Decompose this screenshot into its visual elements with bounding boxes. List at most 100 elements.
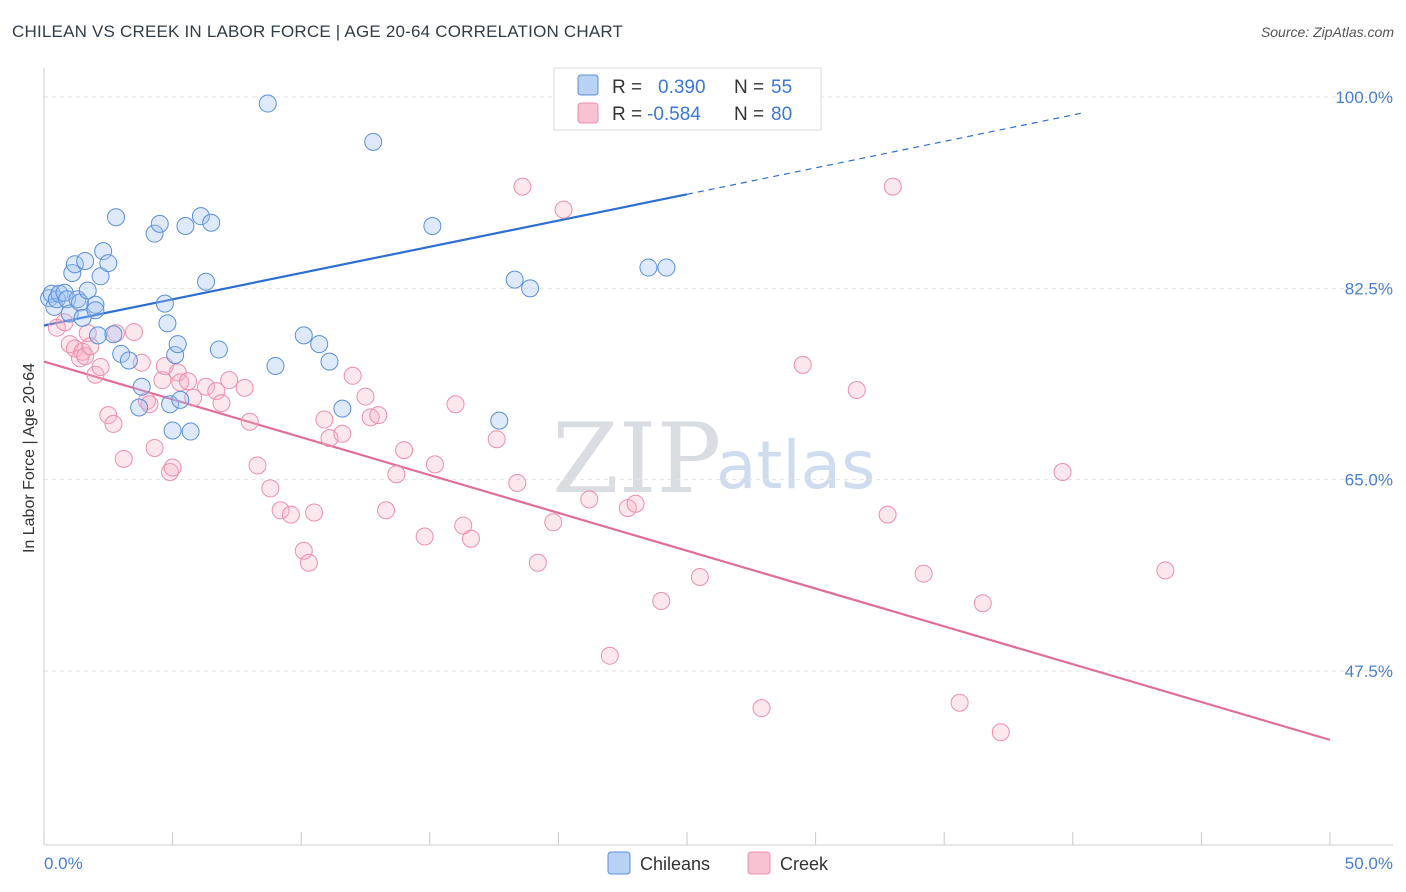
chileans-point-27 xyxy=(145,224,164,243)
chileans-point-16 xyxy=(86,301,105,320)
creek-point-1 xyxy=(55,313,74,332)
chileans-point-24 xyxy=(119,351,138,370)
creek-point-37 xyxy=(281,505,300,524)
chileans-point-54 xyxy=(657,258,676,277)
chileans-point-52 xyxy=(521,279,540,298)
creek-point-73 xyxy=(914,564,933,583)
chileans-point-17 xyxy=(89,326,108,345)
legend-n-value-chileans: 55 xyxy=(771,77,792,98)
creek-point-66 xyxy=(652,592,671,611)
chileans-point-45 xyxy=(310,335,329,354)
chileans-point-38 xyxy=(191,207,210,226)
creek-point-36 xyxy=(271,501,290,520)
legend-r-label-creek: R = xyxy=(612,104,642,125)
legend-swatch-chileans xyxy=(577,74,599,96)
chileans-point-40 xyxy=(202,213,221,232)
bottom-legend-creek: Creek xyxy=(780,854,829,874)
legend-r-value-creek: -0.584 xyxy=(647,104,701,125)
creek-point-72 xyxy=(883,177,902,196)
creek-point-20 xyxy=(153,371,172,390)
creek-point-35 xyxy=(261,479,280,498)
creek-point-34 xyxy=(248,456,267,475)
chileans-point-50 xyxy=(490,411,509,430)
chileans-point-43 xyxy=(266,356,285,375)
chileans-point-20 xyxy=(99,254,118,273)
chileans-trend-line xyxy=(43,193,688,327)
source-label: Source: ZipAtlas.com xyxy=(1260,24,1394,40)
creek-point-10 xyxy=(91,358,110,377)
y-tick-label-3: 47.5% xyxy=(1345,662,1393,681)
chileans-point-14 xyxy=(78,281,97,300)
chileans-point-39 xyxy=(197,272,216,291)
creek-point-77 xyxy=(1053,463,1072,482)
x-tick-max: 50.0% xyxy=(1345,854,1393,873)
creek-point-46 xyxy=(361,408,380,427)
creek-point-41 xyxy=(315,410,334,429)
creek-point-30 xyxy=(212,394,231,413)
creek-point-51 xyxy=(415,527,434,546)
creek-point-53 xyxy=(446,395,465,414)
creek-point-75 xyxy=(973,594,992,613)
creek-point-43 xyxy=(333,424,352,443)
y-tick-label-0: 100.0% xyxy=(1335,88,1393,107)
chileans-point-34 xyxy=(168,335,187,354)
creek-point-65 xyxy=(626,494,645,513)
y-tick-label-1: 82.5% xyxy=(1345,279,1393,298)
chileans-point-31 xyxy=(161,395,180,414)
chileans-point-35 xyxy=(171,390,190,409)
creek-point-59 xyxy=(528,553,547,572)
chileans-point-51 xyxy=(505,270,524,289)
creek-point-23 xyxy=(163,458,182,477)
creek-point-76 xyxy=(991,723,1010,742)
y-axis-title: In Labor Force | Age 20-64 xyxy=(21,363,38,553)
legend-n-label-chileans: N = xyxy=(734,77,764,98)
legend-r-label-chileans: R = xyxy=(612,77,642,98)
y-tick-label-2: 65.0% xyxy=(1345,471,1393,490)
creek-point-49 xyxy=(387,465,406,484)
creek-point-28 xyxy=(197,377,216,396)
chileans-point-21 xyxy=(104,325,123,344)
chileans-point-26 xyxy=(132,377,151,396)
legend-swatch-creek xyxy=(577,102,599,124)
creek-point-38 xyxy=(294,541,313,560)
creek-point-11 xyxy=(99,406,118,425)
creek-point-69 xyxy=(793,355,812,374)
legend-n-value-creek: 80 xyxy=(771,104,792,125)
bottom-legend-swatch-creek xyxy=(747,851,771,875)
creek-point-70 xyxy=(847,381,866,400)
chileans-point-48 xyxy=(364,132,383,151)
legend-box: R = 0.390 N = 55 R = -0.584 N = 80 xyxy=(553,67,822,131)
creek-point-60 xyxy=(544,513,563,532)
chileans-point-19 xyxy=(94,242,113,261)
chileans-point-41 xyxy=(209,340,228,359)
bottom-legend-swatch-chileans xyxy=(607,851,631,875)
chileans-point-49 xyxy=(423,217,442,236)
creek-point-50 xyxy=(395,441,414,460)
creek-point-57 xyxy=(508,473,527,492)
trend-lines xyxy=(43,111,1331,741)
axes: 100.0% 82.5% 65.0% 47.5% xyxy=(43,68,1393,846)
chileans-point-42 xyxy=(258,94,277,113)
creek-point-6 xyxy=(76,347,95,366)
chileans-point-33 xyxy=(166,346,185,365)
chileans-point-22 xyxy=(107,208,126,227)
creek-point-32 xyxy=(235,378,254,397)
bottom-legend: Chileans Creek xyxy=(607,851,829,875)
chileans-point-32 xyxy=(163,421,182,440)
chileans-point-29 xyxy=(155,294,174,313)
creek-point-74 xyxy=(950,693,969,712)
legend-r-value-chileans: 0.390 xyxy=(658,77,706,98)
bottom-legend-chileans: Chileans xyxy=(640,854,710,874)
creek-point-48 xyxy=(377,501,396,520)
watermark-atlas: atlas xyxy=(716,427,876,504)
chileans-point-28 xyxy=(150,214,169,233)
chileans-point-53 xyxy=(639,258,658,277)
creek-point-55 xyxy=(461,529,480,548)
creek-point-19 xyxy=(145,438,164,457)
creek-point-63 xyxy=(600,646,619,665)
chileans-point-23 xyxy=(112,344,131,363)
chileans-point-15 xyxy=(86,295,105,314)
creek-point-33 xyxy=(240,412,259,431)
creek-point-44 xyxy=(343,366,362,385)
